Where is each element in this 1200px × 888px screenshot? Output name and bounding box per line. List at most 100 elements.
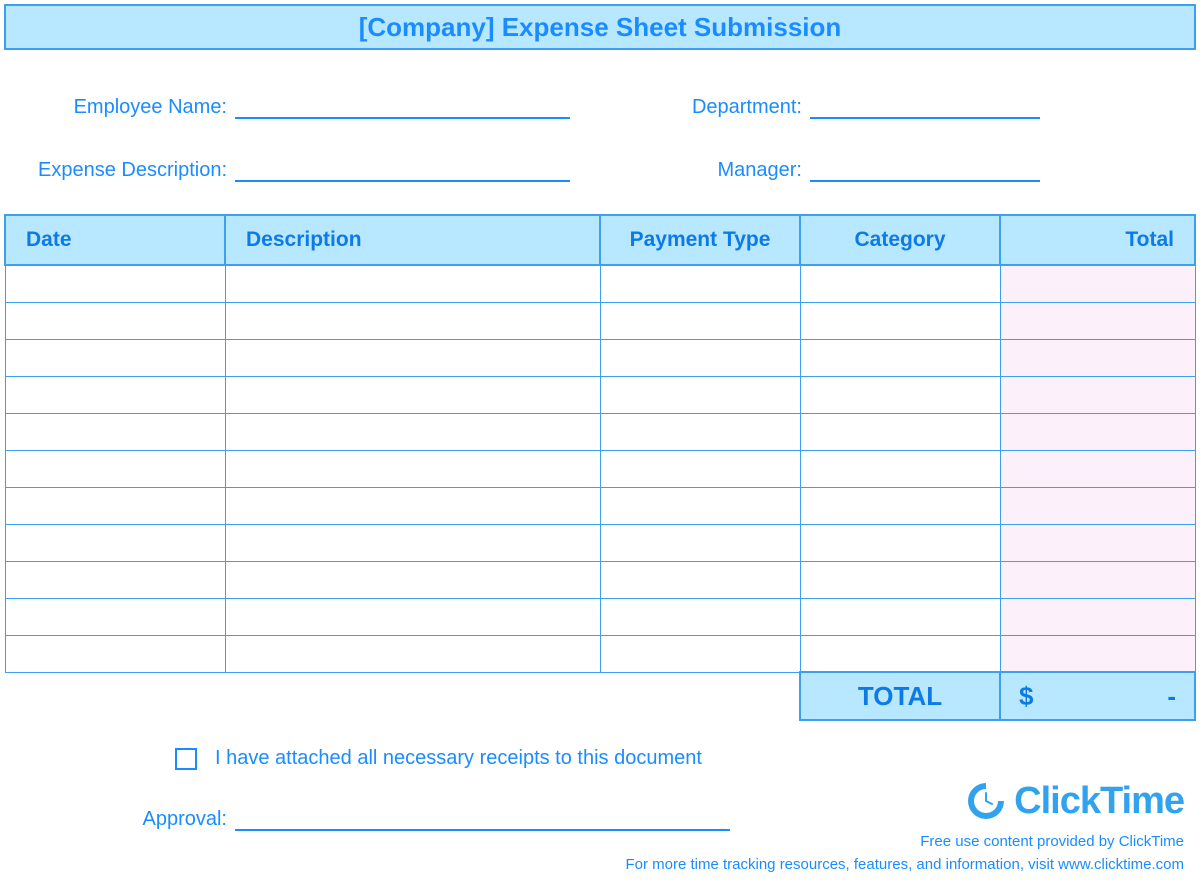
table-cell[interactable] — [600, 635, 800, 672]
col-header-total: Total — [1000, 215, 1195, 265]
table-cell[interactable] — [5, 598, 225, 635]
table-cell[interactable] — [225, 376, 600, 413]
table-cell[interactable] — [5, 376, 225, 413]
table-cell[interactable] — [600, 561, 800, 598]
expense-description-label: Expense Description: — [20, 159, 235, 182]
table-cell[interactable] — [1000, 598, 1195, 635]
table-cell[interactable] — [225, 524, 600, 561]
total-row: TOTAL $ - — [5, 672, 1195, 720]
table-cell[interactable] — [225, 265, 600, 302]
table-cell[interactable] — [800, 598, 1000, 635]
field-employee-name: Employee Name: — [20, 96, 570, 119]
table-cell[interactable] — [5, 413, 225, 450]
table-row — [5, 524, 1195, 561]
table-row — [5, 302, 1195, 339]
table-cell[interactable] — [800, 376, 1000, 413]
col-header-category: Category — [800, 215, 1000, 265]
table-row — [5, 487, 1195, 524]
table-cell[interactable] — [5, 524, 225, 561]
table-cell[interactable] — [1000, 635, 1195, 672]
title-bar: [Company] Expense Sheet Submission — [4, 4, 1196, 50]
table-cell[interactable] — [225, 302, 600, 339]
footer: ClickTime Free use content provided by C… — [625, 779, 1184, 876]
table-cell[interactable] — [1000, 524, 1195, 561]
table-cell[interactable] — [5, 450, 225, 487]
table-row — [5, 561, 1195, 598]
table-cell[interactable] — [225, 487, 600, 524]
table-cell[interactable] — [600, 524, 800, 561]
table-cell[interactable] — [600, 450, 800, 487]
table-cell[interactable] — [225, 413, 600, 450]
field-manager: Manager: — [630, 159, 1180, 182]
table-cell[interactable] — [600, 487, 800, 524]
field-department: Department: — [630, 96, 1180, 119]
table-cell[interactable] — [800, 450, 1000, 487]
table-cell[interactable] — [600, 265, 800, 302]
table-cell[interactable] — [5, 635, 225, 672]
table-cell[interactable] — [1000, 487, 1195, 524]
col-header-description: Description — [225, 215, 600, 265]
table-row — [5, 450, 1195, 487]
table-cell[interactable] — [800, 302, 1000, 339]
col-header-payment-type: Payment Type — [600, 215, 800, 265]
table-cell[interactable] — [800, 413, 1000, 450]
clicktime-logo: ClickTime — [625, 779, 1184, 823]
table-row — [5, 339, 1195, 376]
manager-label: Manager: — [630, 159, 810, 182]
table-cell[interactable] — [225, 598, 600, 635]
footer-line-2: For more time tracking resources, featur… — [625, 854, 1184, 877]
field-expense-description: Expense Description: — [20, 159, 570, 182]
table-cell[interactable] — [800, 487, 1000, 524]
expense-table: Date Description Payment Type Category T… — [4, 214, 1196, 721]
table-row — [5, 376, 1195, 413]
expense-description-input[interactable] — [235, 160, 570, 182]
table-cell[interactable] — [225, 450, 600, 487]
table-cell[interactable] — [225, 635, 600, 672]
table-cell[interactable] — [1000, 302, 1195, 339]
table-cell[interactable] — [600, 598, 800, 635]
employee-name-label: Employee Name: — [20, 96, 235, 119]
total-amount: - — [1167, 681, 1176, 712]
table-cell[interactable] — [5, 339, 225, 376]
table-cell[interactable] — [600, 413, 800, 450]
table-cell[interactable] — [800, 265, 1000, 302]
footer-line-1: Free use content provided by ClickTime — [625, 831, 1184, 854]
approval-label: Approval: — [20, 808, 235, 831]
col-header-date: Date — [5, 215, 225, 265]
table-cell[interactable] — [800, 635, 1000, 672]
table-cell[interactable] — [600, 302, 800, 339]
table-row — [5, 265, 1195, 302]
total-value: $ - — [1000, 672, 1195, 720]
table-cell[interactable] — [1000, 339, 1195, 376]
clock-icon — [964, 779, 1008, 823]
table-cell[interactable] — [600, 339, 800, 376]
table-cell[interactable] — [1000, 413, 1195, 450]
table-cell[interactable] — [1000, 561, 1195, 598]
table-cell[interactable] — [5, 265, 225, 302]
table-cell[interactable] — [800, 339, 1000, 376]
department-input[interactable] — [810, 97, 1040, 119]
department-label: Department: — [630, 96, 810, 119]
table-cell[interactable] — [1000, 265, 1195, 302]
table-cell[interactable] — [225, 561, 600, 598]
table-cell[interactable] — [5, 561, 225, 598]
table-cell[interactable] — [800, 561, 1000, 598]
table-cell[interactable] — [5, 302, 225, 339]
table-cell[interactable] — [1000, 376, 1195, 413]
table-cell[interactable] — [5, 487, 225, 524]
receipts-label: I have attached all necessary receipts t… — [215, 747, 702, 770]
manager-input[interactable] — [810, 160, 1040, 182]
employee-name-input[interactable] — [235, 97, 570, 119]
table-header-row: Date Description Payment Type Category T… — [5, 215, 1195, 265]
table-cell[interactable] — [1000, 450, 1195, 487]
page-title: [Company] Expense Sheet Submission — [359, 12, 842, 43]
table-row — [5, 635, 1195, 672]
total-label: TOTAL — [800, 672, 1000, 720]
table-cell[interactable] — [600, 376, 800, 413]
table-row — [5, 413, 1195, 450]
total-currency: $ — [1019, 681, 1033, 712]
table-cell[interactable] — [225, 339, 600, 376]
table-cell[interactable] — [800, 524, 1000, 561]
logo-text: ClickTime — [1014, 780, 1184, 823]
receipts-checkbox[interactable] — [175, 748, 197, 770]
